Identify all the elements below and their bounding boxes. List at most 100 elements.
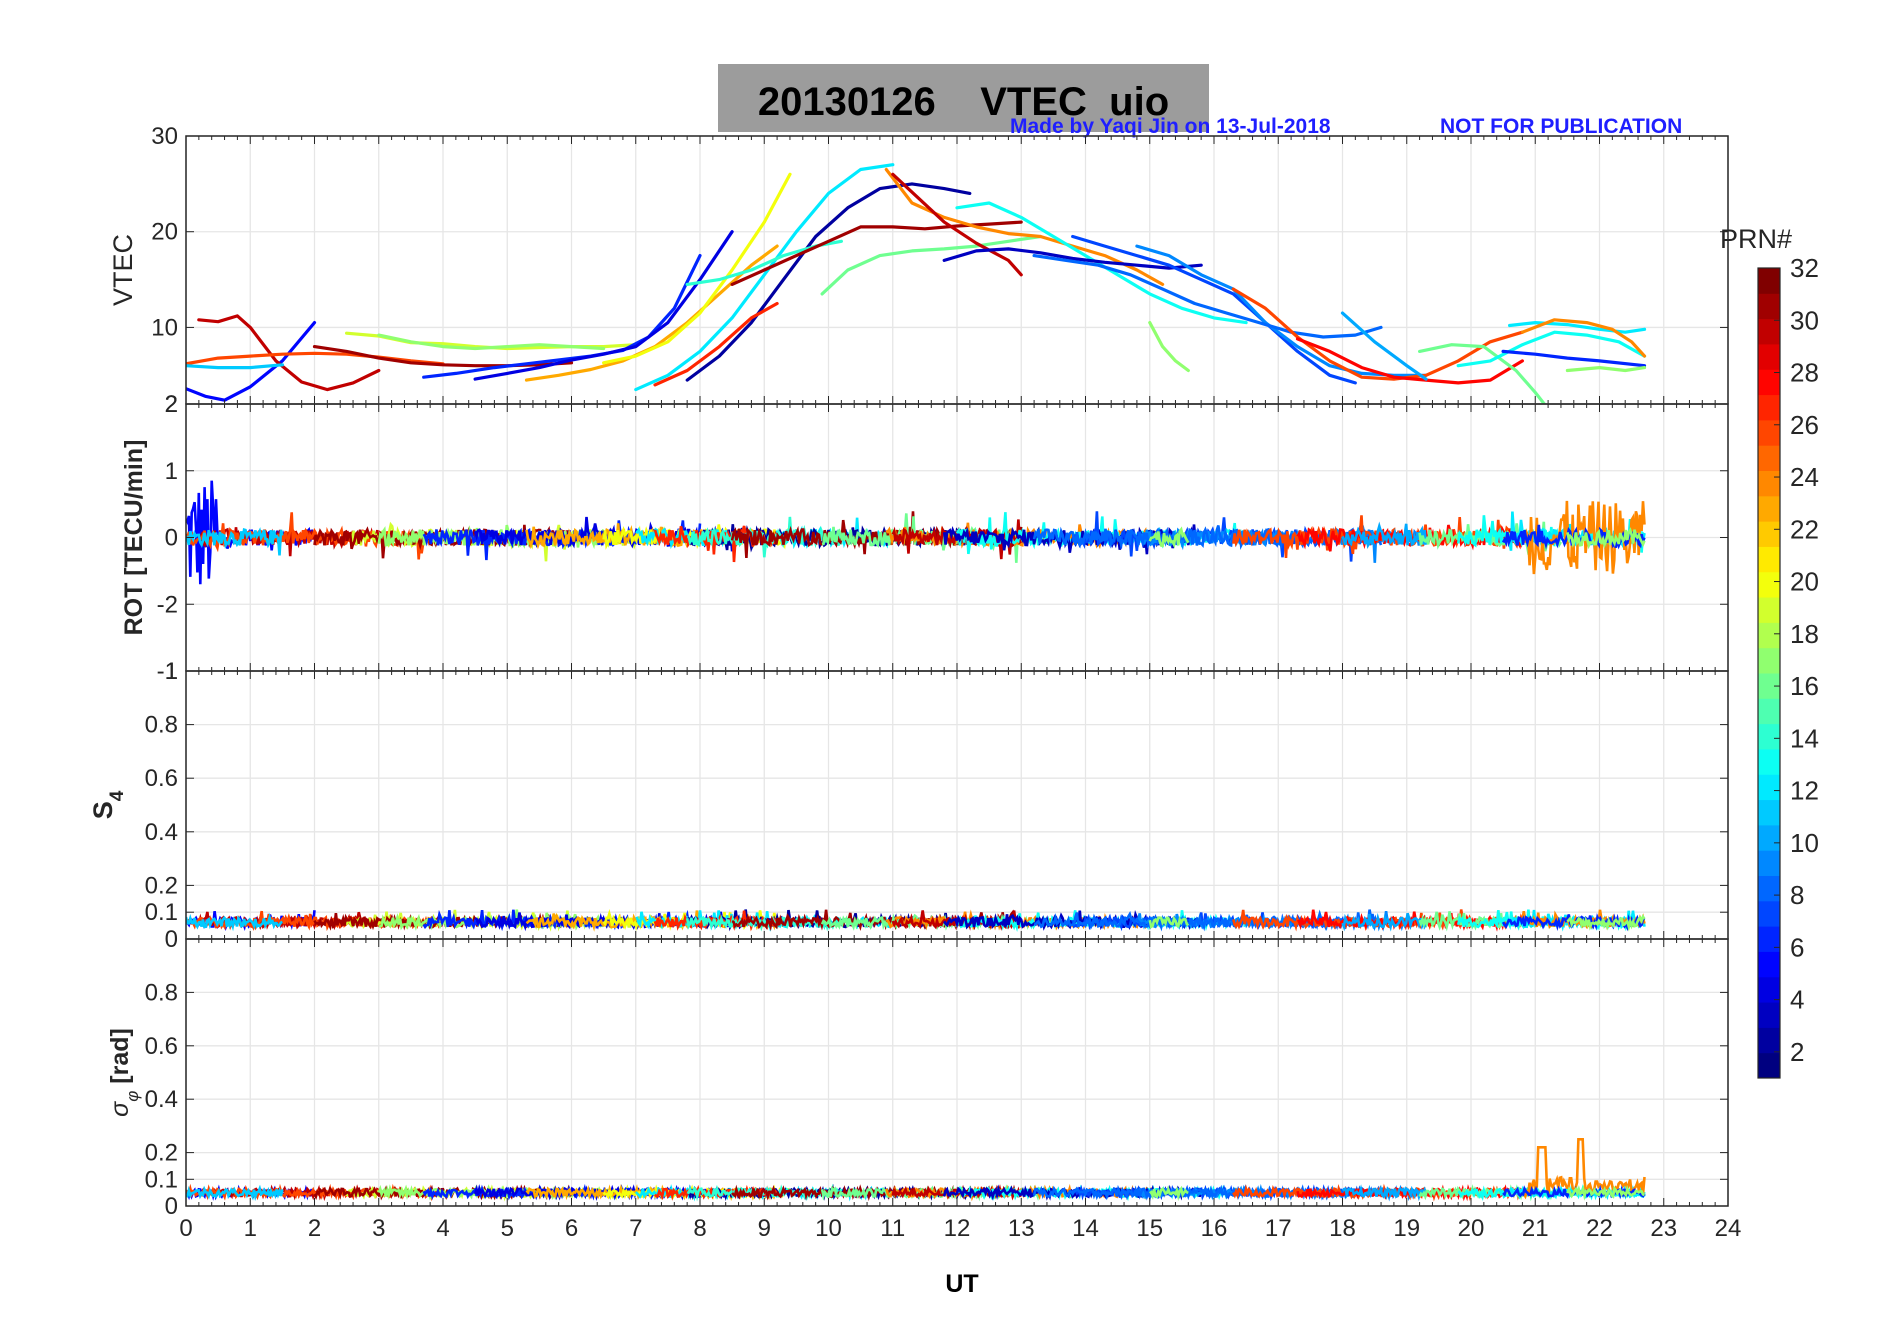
- x-tick-label: 1: [244, 1215, 257, 1242]
- colorbar-tick-label: 20: [1790, 567, 1819, 597]
- colorbar-tick-label: 4: [1790, 985, 1804, 1015]
- colorbar-swatch: [1758, 1052, 1780, 1079]
- y-tick-label: 20: [151, 219, 178, 246]
- vtec-series-prn-7: [1071, 234, 1357, 385]
- x-tick-label: 2: [308, 1215, 321, 1242]
- colorbar-tick-label: 12: [1790, 776, 1819, 806]
- vtec-series-prn-16: [820, 234, 1043, 296]
- x-tick-label: 20: [1458, 1215, 1485, 1242]
- vtec-series-prn-10: [1340, 311, 1428, 381]
- vtec-series-prn-8: [1032, 254, 1383, 339]
- colorbar-tick-label: 6: [1790, 932, 1804, 962]
- y-axis-label: S4: [88, 790, 128, 819]
- y-tick-label: 0.2: [145, 1140, 178, 1167]
- y-tick-label: 0.6: [145, 1033, 178, 1060]
- colorbar-swatch: [1758, 723, 1780, 750]
- rot-series-prn-4: [473, 516, 734, 552]
- colorbar-swatch: [1758, 900, 1780, 927]
- colorbar-tick-label: 8: [1790, 880, 1804, 910]
- y-tick-label: 0.1: [145, 1166, 178, 1193]
- vtec-series-prn-6: [1501, 349, 1647, 368]
- panel-vtec: 2 10 20 30 VTEC: [108, 123, 1729, 418]
- x-tick-label: 8: [693, 1215, 706, 1242]
- colorbar-swatch: [1758, 597, 1780, 623]
- credit-text: Made by Yaqi Jin on 13-Jul-2018: [1010, 115, 1331, 138]
- x-tick-label: 5: [501, 1215, 514, 1242]
- colorbar-swatch: [1758, 293, 1780, 320]
- y-tick-label: -1: [157, 658, 178, 685]
- y-tick-label: 0.4: [145, 1086, 178, 1113]
- y-label-symbol: σ: [106, 1101, 134, 1117]
- x-tick-label: 3: [372, 1215, 385, 1242]
- colorbar-swatch: [1758, 571, 1780, 598]
- x-axis-label: UT: [945, 1270, 978, 1298]
- x-tick-label: 0: [179, 1215, 192, 1242]
- title-date: 20130126: [757, 80, 936, 124]
- colorbar-swatch: [1758, 343, 1780, 370]
- colorbar-swatch: [1758, 850, 1780, 876]
- s4-series-prn-10: [1341, 912, 1428, 932]
- colorbar-swatch: [1758, 268, 1780, 294]
- title-background: [718, 64, 1209, 132]
- vtec-series-prn-30: [197, 314, 381, 392]
- y-axis-label: ROT [TECU/min]: [120, 440, 148, 636]
- rot-series-prn-17: [1566, 527, 1646, 550]
- colorbar-swatch: [1758, 748, 1780, 775]
- rot-series-prn-10: [1341, 521, 1428, 550]
- colorbar-swatch: [1758, 698, 1780, 725]
- y-tick-label: 0.8: [145, 979, 178, 1006]
- vtec-series-prn-16: [1417, 343, 1547, 404]
- y-tick-label: 0.6: [145, 765, 178, 792]
- vtec-series-prn-3: [942, 247, 1203, 270]
- y-tick-label: 0: [165, 1193, 178, 1220]
- y-tick-label: 0.8: [145, 712, 178, 739]
- s4-series-prn-17: [1566, 913, 1646, 932]
- y-label-main: S: [88, 801, 118, 819]
- series-group: [186, 163, 1647, 404]
- y-label-unit: [rad]: [106, 1028, 134, 1091]
- colorbar-swatch: [1758, 774, 1780, 801]
- vtec-series-prn-12: [634, 163, 895, 392]
- vtec-series-prn-13: [1456, 330, 1647, 368]
- x-tick-label: 22: [1586, 1215, 1613, 1242]
- vtec-series-prn-30: [891, 172, 1023, 277]
- x-tick-labels: 0 1 2 3 4 5 6 7 8 9 10 11 12 13 14 15 16 17 18 19 20 21 22 23 24: [179, 1215, 1741, 1242]
- vtec-series-prn-20: [601, 172, 792, 365]
- vtec-series-prn-26: [1231, 287, 1525, 381]
- y-tick-label: 30: [151, 123, 178, 150]
- x-tick-label: 9: [758, 1215, 771, 1242]
- panel-s4: 00.10.2 0.4 0.6 0.8 1 S4: [88, 658, 1729, 953]
- title-label: VTEC: [980, 80, 1087, 124]
- vtec-series-prn-9: [1135, 244, 1428, 377]
- x-tick-label: 7: [629, 1215, 642, 1242]
- colorbar-tick-label: 16: [1790, 671, 1819, 701]
- colorbar-swatch: [1758, 318, 1780, 345]
- y-tick-label: 0.1: [145, 899, 178, 926]
- rot-series-prn-17: [1148, 526, 1190, 549]
- series-group: [186, 908, 1646, 932]
- x-tick-label: 18: [1329, 1215, 1356, 1242]
- vtec-series-prn-6: [422, 254, 702, 379]
- sigma_phi-series-prn-24: [1522, 1138, 1646, 1200]
- colorbar-frame: [1757, 267, 1781, 1079]
- colorbar-swatch: [1758, 394, 1780, 421]
- colorbar-swatch: [1758, 951, 1780, 978]
- colorbar-swatch: [1758, 673, 1780, 699]
- x-tick-label: 21: [1522, 1215, 1549, 1242]
- x-tick-label: 6: [565, 1215, 578, 1242]
- figure-title: 20130126 VTEC uio: [718, 66, 1209, 132]
- not-for-publication: NOT FOR PUBLICATION: [1440, 115, 1683, 138]
- vtec-series-prn-2: [685, 182, 972, 382]
- x-tick-label: 24: [1715, 1215, 1742, 1242]
- colorbar-swatch: [1758, 875, 1780, 902]
- colorbar-tick-label: 24: [1790, 462, 1819, 492]
- s4-series-prn-17: [1148, 915, 1190, 929]
- y-tick-label: -2: [157, 591, 178, 618]
- vtec-series-prn-17: [1148, 321, 1190, 373]
- series-group: [186, 480, 1646, 585]
- x-tick-label: 19: [1393, 1215, 1420, 1242]
- vtec-series-prn-17: [377, 333, 606, 351]
